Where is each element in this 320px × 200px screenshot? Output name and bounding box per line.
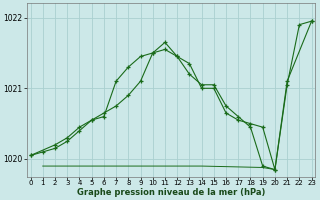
X-axis label: Graphe pression niveau de la mer (hPa): Graphe pression niveau de la mer (hPa) (77, 188, 265, 197)
